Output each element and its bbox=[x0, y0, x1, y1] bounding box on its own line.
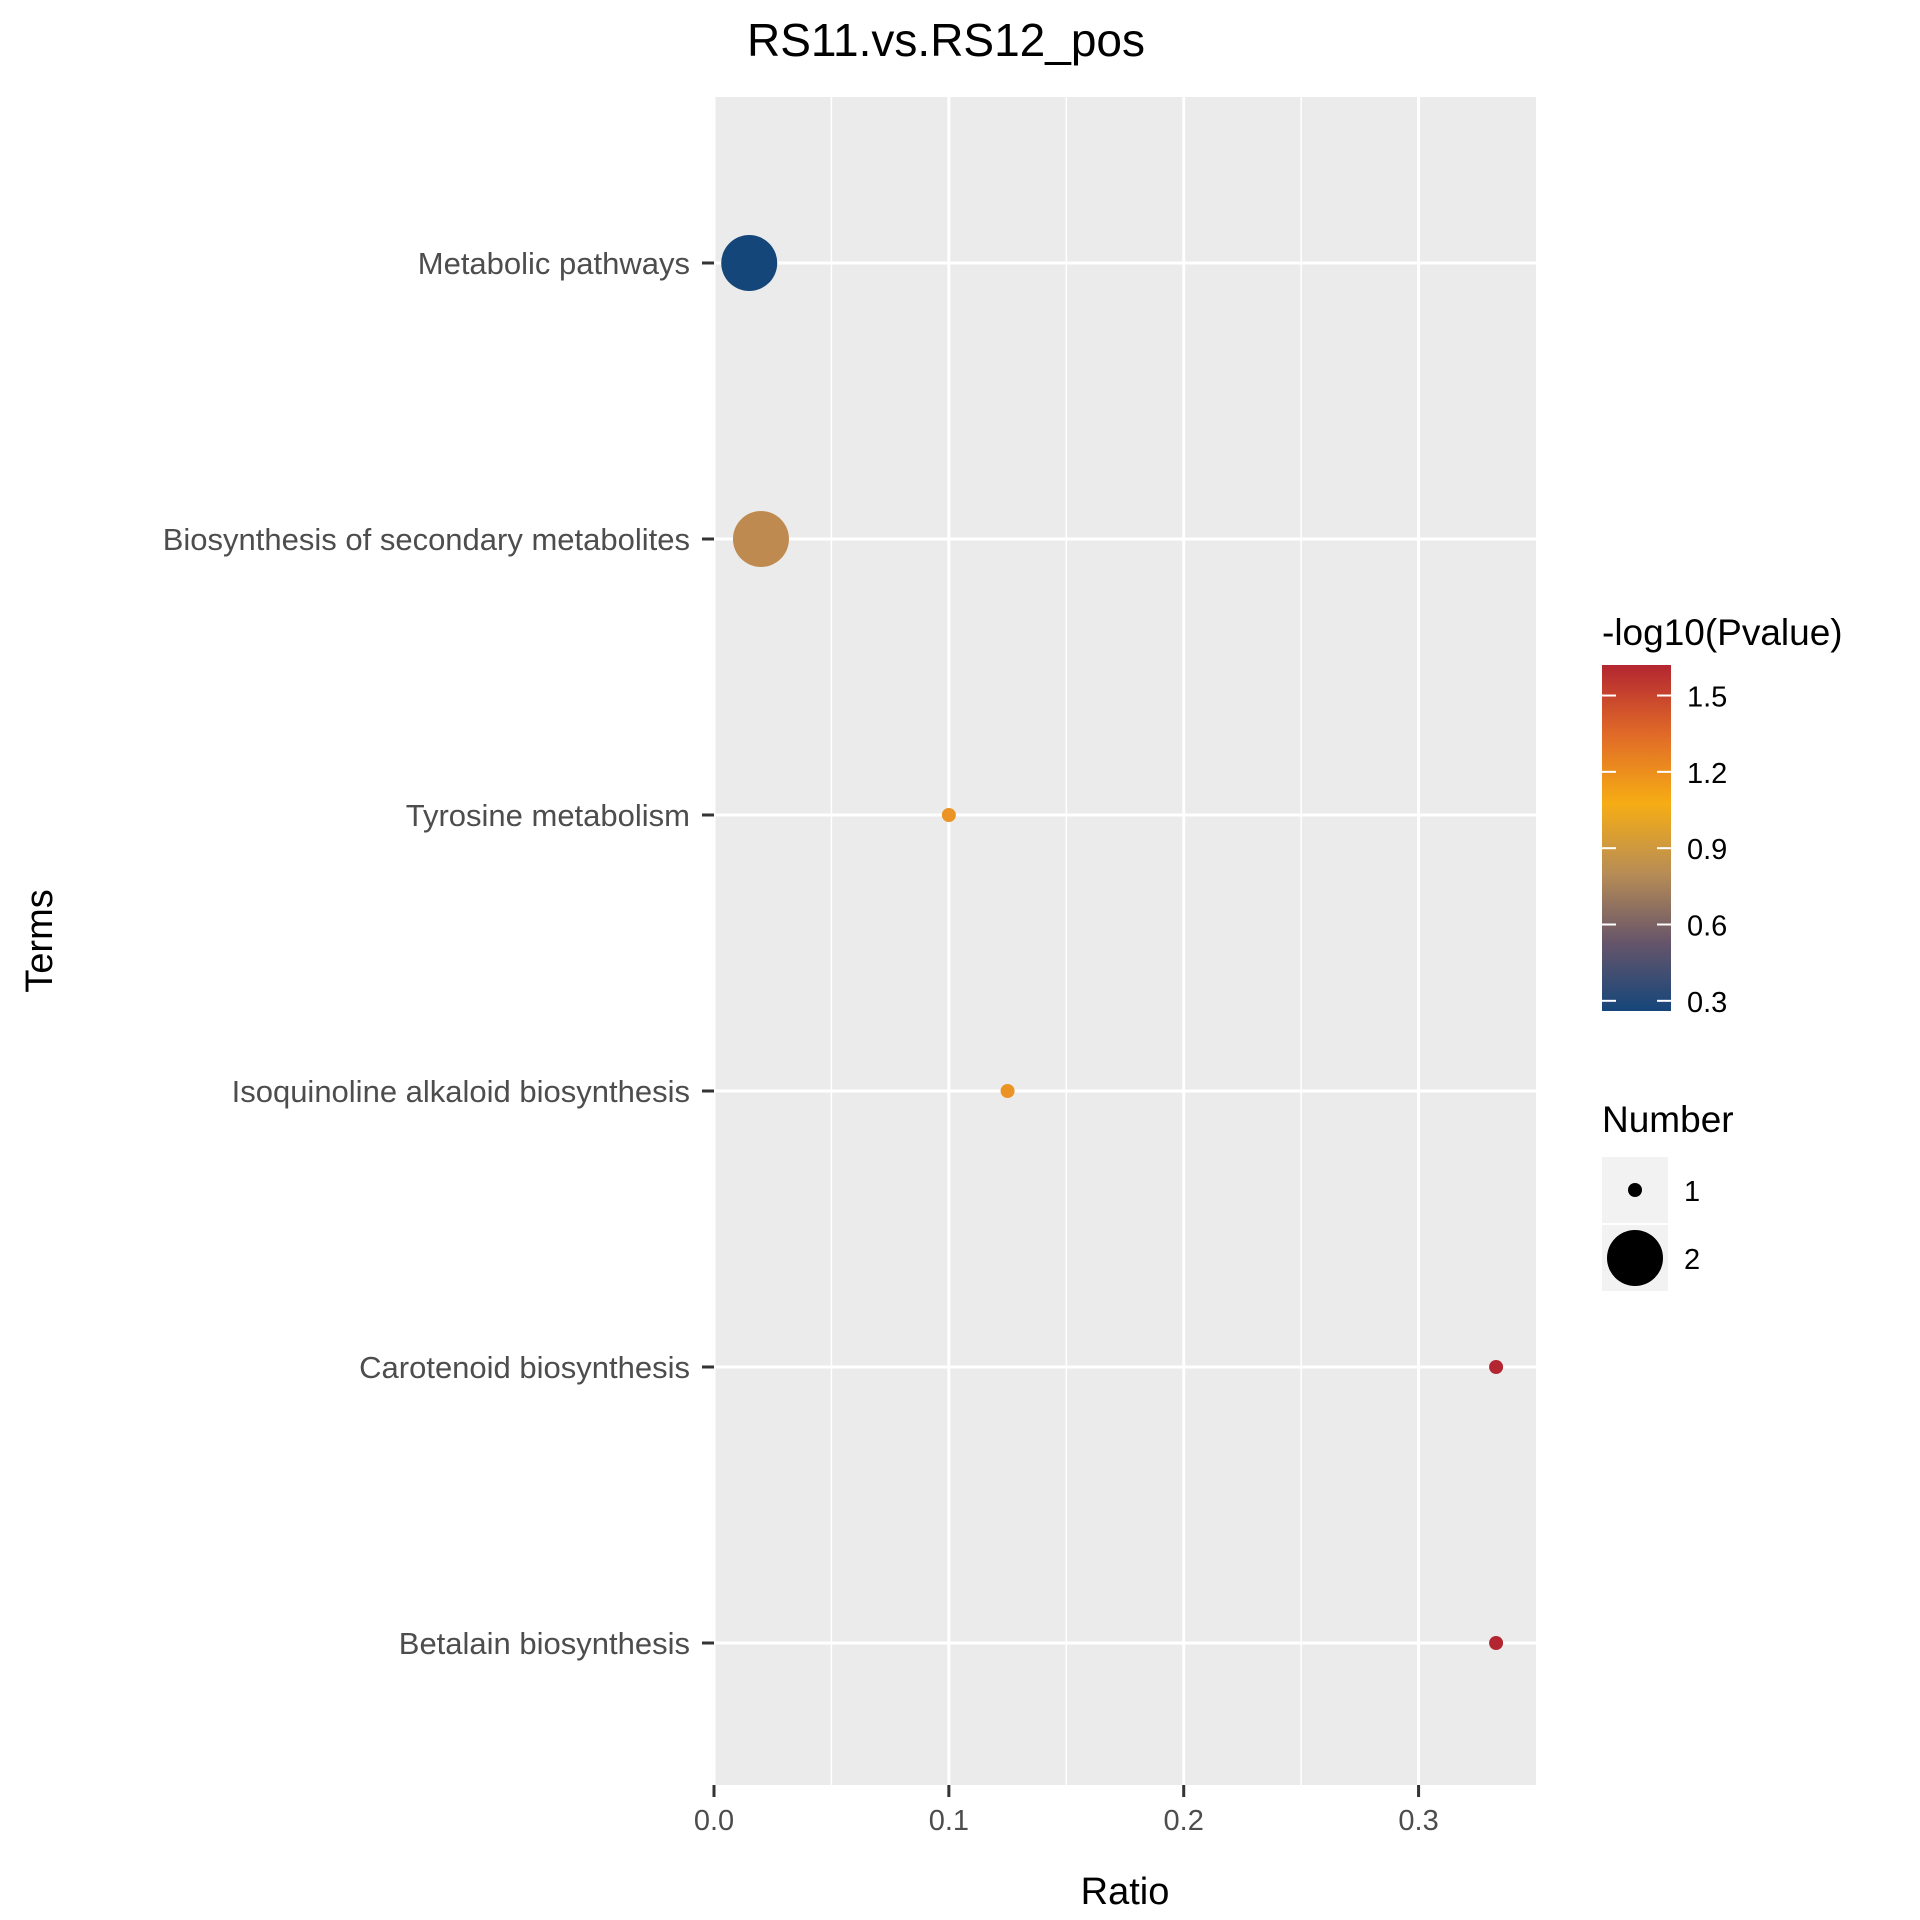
y-tick-label: Carotenoid biosynthesis bbox=[359, 1350, 690, 1385]
y-tick-label: Biosynthesis of secondary metabolites bbox=[163, 522, 690, 557]
color-bar-label: 1.2 bbox=[1687, 758, 1727, 790]
size-key-point bbox=[1628, 1183, 1642, 1197]
color-bar-label: 0.9 bbox=[1687, 834, 1727, 866]
color-bar-label: 1.5 bbox=[1687, 682, 1727, 714]
y-tick-label: Tyrosine metabolism bbox=[406, 798, 690, 833]
x-tick-label: 0.0 bbox=[694, 1805, 734, 1837]
color-bar-ticks: 1.5 1.2 0.9 0.6 0.3 bbox=[1602, 682, 1727, 1019]
y-axis-title: Terms bbox=[19, 889, 61, 992]
color-bar-label: 0.3 bbox=[1687, 987, 1727, 1019]
color-bar-label: 0.6 bbox=[1687, 911, 1727, 943]
data-point bbox=[941, 808, 956, 822]
color-legend: -log10(Pvalue) 1.5 1.2 0.9 0.6 0.3 bbox=[1602, 612, 1843, 1019]
y-axis: Metabolic pathways Biosynthesis of second… bbox=[163, 246, 714, 1661]
y-tick-label: Isoquinoline alkaloid biosynthesis bbox=[232, 1074, 690, 1109]
size-key-label: 2 bbox=[1684, 1244, 1700, 1276]
size-legend: Number 12 bbox=[1602, 1099, 1734, 1291]
x-tick-label: 0.3 bbox=[1398, 1805, 1438, 1837]
x-tick-label: 0.2 bbox=[1164, 1805, 1204, 1837]
size-key-label: 1 bbox=[1684, 1176, 1700, 1208]
size-key-point bbox=[1607, 1230, 1663, 1286]
grid-lines bbox=[712, 97, 1536, 1785]
data-point bbox=[1489, 1636, 1504, 1650]
y-tick-label: Metabolic pathways bbox=[418, 246, 690, 281]
data-point bbox=[721, 235, 778, 291]
size-legend-title: Number bbox=[1602, 1099, 1734, 1140]
data-points bbox=[721, 235, 1504, 1650]
size-legend-keys: 12 bbox=[1602, 1157, 1700, 1291]
color-bar bbox=[1602, 665, 1671, 1011]
data-point bbox=[732, 511, 789, 567]
x-axis-title: Ratio bbox=[1081, 1871, 1170, 1913]
plot-panel bbox=[714, 97, 1536, 1785]
x-axis: 0.0 0.1 0.2 0.3 bbox=[694, 1785, 1439, 1837]
data-point bbox=[1000, 1084, 1015, 1098]
y-tick-label: Betalain biosynthesis bbox=[399, 1626, 690, 1661]
color-legend-title: -log10(Pvalue) bbox=[1602, 612, 1843, 653]
x-tick-label: 0.1 bbox=[929, 1805, 969, 1837]
data-point bbox=[1489, 1360, 1504, 1374]
chart-title: RS11.vs.RS12_pos bbox=[747, 14, 1145, 66]
